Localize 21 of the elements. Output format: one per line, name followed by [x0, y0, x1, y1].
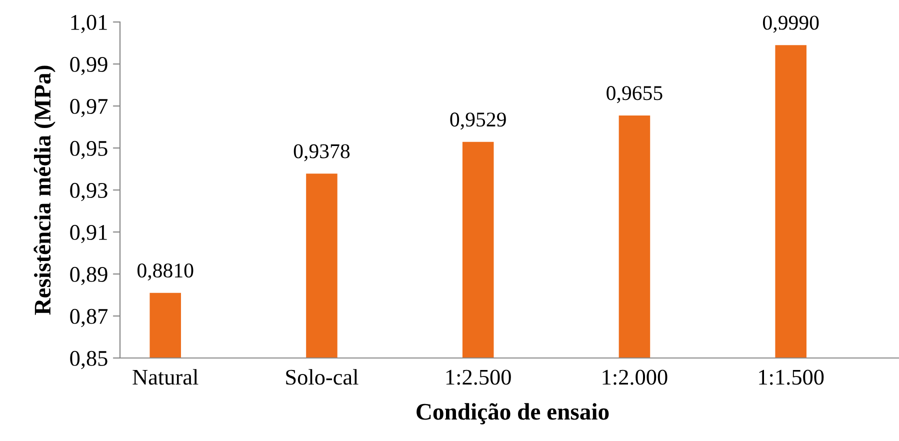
y-axis-title: Resistência média (MPa): [34, 66, 56, 315]
x-axis-title: Condição de ensaio: [416, 403, 609, 424]
x-tick-label: 1:2.000: [602, 370, 668, 385]
data-label: 0,9990: [762, 16, 819, 33]
y-tick-label: 0,85: [70, 350, 108, 370]
y-tick-label: 1,01: [71, 14, 107, 34]
y-tick-label: 0,91: [70, 224, 107, 244]
x-tick-label: 1:1.500: [759, 370, 824, 385]
x-tick-label: 1:2.500: [446, 370, 511, 385]
data-label: 0,9378: [294, 144, 350, 162]
y-tick-label: 0,93: [70, 182, 108, 202]
data-label: 0,9655: [606, 86, 662, 104]
data-label: 0,9529: [450, 112, 506, 130]
y-tick-label: 0,99: [70, 56, 108, 76]
y-tick-label: 0,95: [70, 140, 108, 160]
y-tick-label: 0,97: [70, 98, 108, 118]
y-tick-label: 0,87: [70, 308, 108, 328]
x-tick-label: Natural: [132, 369, 198, 385]
y-tick-label: 0,89: [70, 266, 108, 286]
x-tick-label: Solo-cal: [286, 369, 358, 385]
data-label: 0,8810: [137, 264, 194, 281]
